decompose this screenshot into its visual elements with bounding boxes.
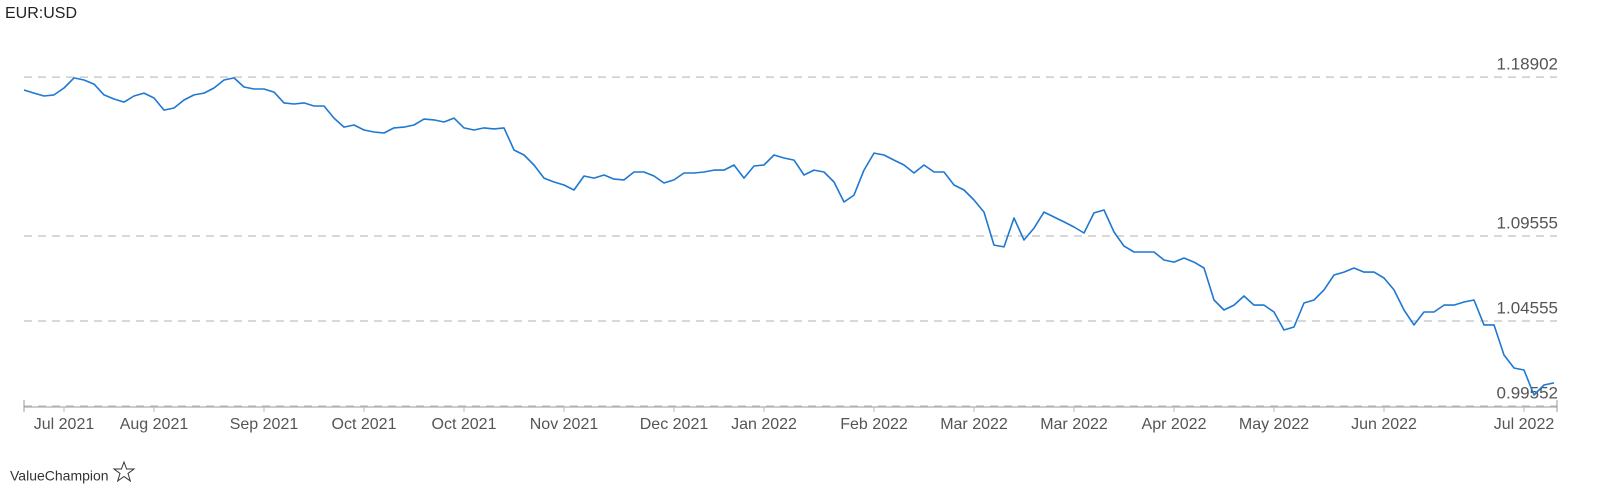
x-tick-label: Mar 2022	[1040, 416, 1108, 433]
x-tick-label: May 2022	[1239, 416, 1309, 433]
x-tick-label: Oct 2021	[432, 416, 497, 433]
x-tick-label: Dec 2021	[640, 416, 709, 433]
y-tick-label: 1.18902	[1497, 55, 1558, 74]
x-tick-label: Feb 2022	[840, 416, 908, 433]
price-line	[23, 77, 1555, 396]
x-tick-label: Oct 2021	[332, 416, 397, 433]
x-tick-label: Jul 2022	[1494, 416, 1555, 433]
x-tick-label: Aug 2021	[120, 416, 189, 433]
y-tick-label: 1.09555	[1497, 213, 1558, 232]
y-tick-label: 1.04555	[1497, 298, 1558, 317]
footer-star	[112, 460, 136, 483]
x-tick-label: Nov 2021	[530, 416, 599, 433]
chart-title: EUR:USD	[5, 5, 77, 22]
x-tick-label: Sep 2021	[230, 416, 299, 433]
x-tick-label: Jul 2021	[34, 416, 95, 433]
footer: ValueChampion	[10, 468, 109, 484]
x-tick-label: Apr 2022	[1142, 416, 1207, 433]
x-tick-label: Mar 2022	[940, 416, 1008, 433]
y-tick-label: 0.99552	[1497, 383, 1558, 402]
x-tick-label: Jan 2022	[731, 416, 797, 433]
x-tick-label: Jun 2022	[1351, 416, 1417, 433]
